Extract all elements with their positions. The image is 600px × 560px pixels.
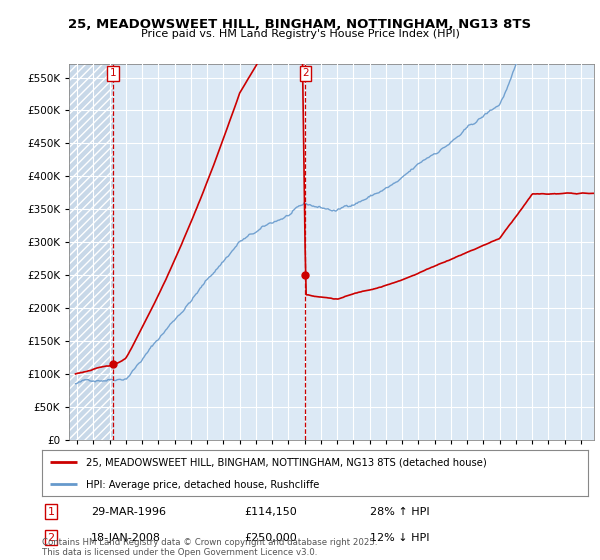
Text: 1: 1 (47, 507, 55, 516)
Bar (69, 64, 113, 440)
Text: Contains HM Land Registry data © Crown copyright and database right 2025.
This d: Contains HM Land Registry data © Crown c… (42, 538, 377, 557)
Text: 25, MEADOWSWEET HILL, BINGHAM, NOTTINGHAM, NG13 8TS (detached house): 25, MEADOWSWEET HILL, BINGHAM, NOTTINGHA… (86, 458, 487, 468)
Text: 18-JAN-2008: 18-JAN-2008 (91, 533, 161, 543)
Text: 1: 1 (110, 68, 116, 78)
Text: £114,150: £114,150 (244, 507, 297, 516)
Text: HPI: Average price, detached house, Rushcliffe: HPI: Average price, detached house, Rush… (86, 480, 319, 490)
Text: 2: 2 (302, 68, 309, 78)
Text: 28% ↑ HPI: 28% ↑ HPI (370, 507, 429, 516)
Text: 29-MAR-1996: 29-MAR-1996 (91, 507, 166, 516)
Text: 25, MEADOWSWEET HILL, BINGHAM, NOTTINGHAM, NG13 8TS: 25, MEADOWSWEET HILL, BINGHAM, NOTTINGHA… (68, 18, 532, 31)
Text: £250,000: £250,000 (244, 533, 297, 543)
Text: 12% ↓ HPI: 12% ↓ HPI (370, 533, 429, 543)
Text: Price paid vs. HM Land Registry's House Price Index (HPI): Price paid vs. HM Land Registry's House … (140, 29, 460, 39)
Text: 2: 2 (47, 533, 55, 543)
